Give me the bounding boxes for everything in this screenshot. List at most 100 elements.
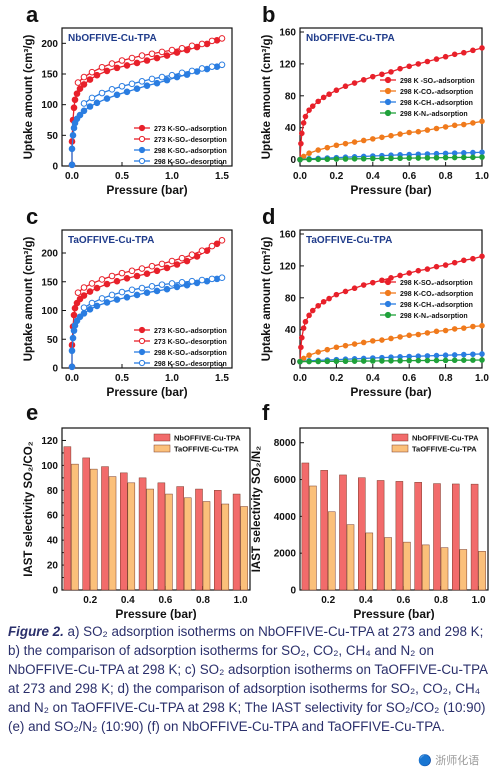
data-point bbox=[442, 327, 449, 334]
data-point bbox=[315, 349, 322, 355]
data-point bbox=[388, 132, 394, 139]
data-point bbox=[415, 267, 422, 274]
y-tick-label: 0 bbox=[290, 155, 296, 166]
y-tick-label: 100 bbox=[41, 100, 58, 111]
data-point bbox=[306, 107, 312, 113]
data-point bbox=[333, 142, 340, 149]
data-point bbox=[379, 358, 385, 364]
y-tick-label: 0 bbox=[52, 162, 58, 173]
data-point bbox=[299, 130, 305, 137]
data-point bbox=[208, 37, 216, 45]
data-point bbox=[98, 63, 106, 71]
series-0 bbox=[68, 240, 221, 371]
legend-swatch-marker bbox=[138, 124, 146, 132]
data-point bbox=[406, 63, 413, 70]
data-point bbox=[442, 262, 449, 268]
x-tick-label: 1.0 bbox=[475, 171, 489, 182]
data-point bbox=[80, 292, 88, 299]
bar bbox=[71, 463, 79, 591]
data-point bbox=[342, 358, 349, 365]
data-point bbox=[342, 83, 349, 90]
data-point bbox=[86, 288, 94, 295]
data-point bbox=[388, 69, 394, 75]
bar bbox=[232, 493, 241, 591]
data-point bbox=[138, 284, 146, 292]
data-point bbox=[360, 155, 367, 162]
data-point bbox=[188, 67, 196, 75]
legend-label: 298 K-N₂-adsorption bbox=[400, 313, 468, 320]
data-point bbox=[424, 155, 431, 161]
data-point bbox=[424, 266, 431, 272]
bar bbox=[82, 457, 90, 591]
data-point bbox=[88, 280, 96, 287]
series-1 bbox=[74, 35, 226, 86]
y-tick-label: 0 bbox=[290, 586, 296, 597]
data-point bbox=[123, 88, 131, 96]
data-point bbox=[73, 90, 81, 97]
plot-frame bbox=[61, 27, 233, 167]
legend-swatch-marker bbox=[138, 326, 146, 334]
y-axis-label: Uptake amount (cm³/g) bbox=[261, 237, 273, 362]
chart-title: TaOFFIVE-Cu-TPA bbox=[68, 235, 154, 246]
legend: 298 K -SO₂-adsorption 298 K-CO₂-adsorptio… bbox=[380, 76, 475, 118]
data-point bbox=[143, 270, 151, 278]
data-point bbox=[118, 82, 126, 90]
data-point bbox=[451, 357, 458, 364]
series-line bbox=[77, 239, 223, 294]
data-point bbox=[218, 35, 226, 42]
panel-b: b 0.0 0.2 0.4 0.6 0.8 1.0 0 40 80 120 160 Pressure (… bbox=[261, 2, 489, 197]
data-point bbox=[479, 118, 485, 125]
data-point bbox=[70, 311, 78, 319]
data-point bbox=[470, 154, 476, 161]
bar bbox=[176, 486, 184, 591]
data-point bbox=[168, 257, 176, 265]
data-point bbox=[128, 267, 136, 275]
bar bbox=[459, 549, 468, 591]
data-point bbox=[86, 306, 94, 313]
legend-swatch bbox=[391, 444, 409, 453]
series-3 bbox=[80, 274, 226, 311]
panel-c: c 0.0 0.5 1.0 1.5 0 50 100 150 200 Pressure (bar) U… bbox=[23, 204, 233, 399]
series-0 bbox=[301, 462, 479, 591]
x-tick-label: 0.4 bbox=[121, 595, 135, 606]
data-point bbox=[198, 247, 206, 254]
data-point bbox=[470, 323, 476, 330]
series-2 bbox=[68, 275, 221, 371]
x-tick-label: 0.2 bbox=[83, 595, 97, 606]
bar bbox=[240, 506, 248, 591]
data-point bbox=[306, 156, 312, 163]
data-point bbox=[442, 357, 449, 364]
data-point bbox=[74, 289, 82, 296]
data-point bbox=[168, 71, 176, 79]
series-1 bbox=[297, 322, 485, 365]
series-3 bbox=[297, 357, 485, 365]
legend-label: 298 K-CH₄-adsorption bbox=[400, 302, 473, 309]
data-point bbox=[208, 275, 216, 283]
legend-label: 298 K-SO₂-adsorption bbox=[154, 148, 227, 155]
legend-label: NbOFFIVE-Cu-TPA bbox=[174, 434, 241, 443]
legend-label: TaOFFIVE-Cu-TPA bbox=[174, 445, 239, 454]
data-point bbox=[306, 358, 312, 365]
y-tick-label: 40 bbox=[285, 123, 297, 134]
panel-label: b bbox=[262, 2, 275, 27]
chart-title: NbOFFIVE-Cu-TPA bbox=[68, 33, 157, 44]
data-point bbox=[128, 80, 136, 88]
data-point bbox=[424, 357, 431, 364]
data-point bbox=[198, 276, 206, 284]
x-tick-label: 1.0 bbox=[234, 595, 248, 606]
data-point bbox=[461, 257, 467, 264]
chart-title: NbOFFIVE-Cu-TPA bbox=[306, 33, 395, 44]
data-point bbox=[315, 358, 322, 365]
data-point bbox=[138, 265, 146, 272]
legend-swatch bbox=[391, 433, 409, 442]
data-point bbox=[406, 357, 413, 364]
data-point bbox=[68, 145, 76, 153]
bar bbox=[195, 488, 203, 591]
data-point bbox=[138, 78, 146, 85]
legend: 298 K-SO₂-adsorption 298 K-CO₂-adsorption… bbox=[380, 278, 473, 320]
data-point bbox=[299, 334, 305, 341]
x-tick-label: 0.6 bbox=[402, 373, 416, 384]
data-point bbox=[68, 161, 76, 169]
data-point bbox=[188, 42, 196, 50]
data-point bbox=[406, 270, 413, 276]
